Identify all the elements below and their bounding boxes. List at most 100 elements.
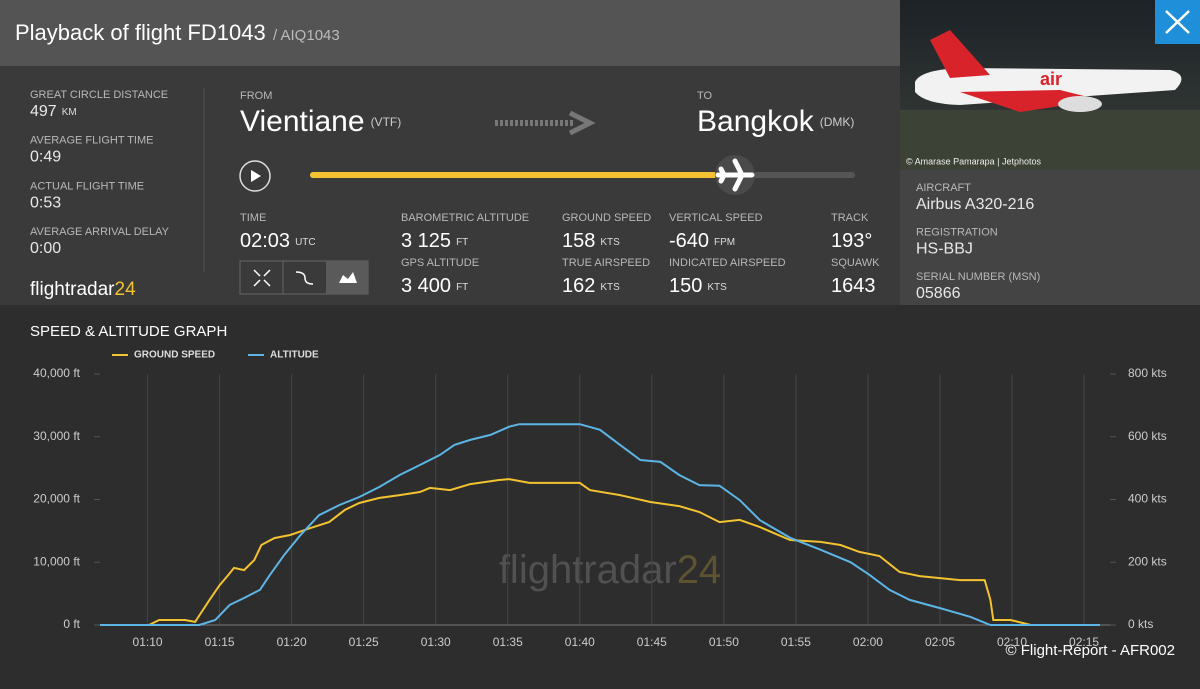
value-text: 3 400 (401, 275, 451, 297)
legend-label: GROUND SPEED (134, 350, 215, 361)
data-label: TIME (240, 212, 266, 224)
y-tick-label: 0 ft (63, 617, 80, 631)
value: 3 125 FT (401, 230, 468, 252)
value: 497 KM (30, 103, 77, 120)
aircraft-value: Airbus A320-216 (916, 196, 1034, 213)
unit: KTS (600, 237, 620, 248)
y2-tick-label: 600 kts (1128, 429, 1167, 443)
unit: FPM (714, 237, 735, 248)
legend-label: ALTITUDE (270, 350, 319, 361)
footer-credit: © Flight-Report - AFR002 (1006, 642, 1175, 659)
y2-tick-label: 0 kts (1128, 617, 1153, 631)
y-tick-label: 20,000 ft (33, 492, 80, 506)
view-route[interactable] (295, 271, 314, 285)
value-text: 3 125 (401, 230, 451, 252)
value: 3 400 FT (401, 275, 468, 297)
x-tick-label: 01:40 (565, 635, 595, 649)
value: 150 KTS (669, 275, 727, 297)
data-label: TRACK (831, 212, 869, 224)
play-button[interactable] (239, 160, 271, 192)
code: (VTF) (371, 115, 402, 129)
photo-credit: © Amarase Pamarapa | Jetphotos (906, 156, 1042, 166)
y-tick-label: 30,000 ft (33, 429, 80, 443)
x-tick-label: 01:20 (277, 635, 307, 649)
logo: flightradar24 (30, 279, 136, 300)
header-subtitle: / AIQ1043 (273, 27, 340, 44)
watermark-name: flightradar (499, 548, 677, 592)
value-text: 0:49 (30, 149, 61, 166)
value-text: 0:53 (30, 195, 61, 212)
value-text: 162 (562, 275, 595, 297)
y2-tick-label: 800 kts (1128, 366, 1167, 380)
x-tick-label: 01:35 (493, 635, 523, 649)
code: (DMK) (820, 115, 855, 129)
progress-fill (310, 172, 735, 178)
svg-text:air: air (1040, 69, 1062, 89)
x-tick-label: 01:55 (781, 635, 811, 649)
data-label: SQUAWK (831, 257, 880, 269)
data-label: TRUE AIRSPEED (562, 257, 650, 269)
watermark-suffix: 24 (677, 548, 722, 592)
aircraft-label: SERIAL NUMBER (MSN) (916, 271, 1040, 283)
value-text: 0:00 (30, 240, 61, 257)
value-text: 158 (562, 230, 595, 252)
logo-suffix: 24 (115, 279, 137, 300)
to-city: Bangkok (DMK) (697, 105, 854, 138)
data-label: GPS ALTITUDE (401, 257, 479, 269)
to-label: TO (697, 90, 713, 102)
value-text: -640 (669, 230, 709, 252)
value: 158 KTS (562, 230, 620, 252)
view-buttons (239, 260, 369, 295)
aircraft-label: REGISTRATION (916, 226, 998, 238)
x-tick-label: 01:50 (709, 635, 739, 649)
data-label: VERTICAL SPEED (669, 212, 763, 224)
x-tick-label: 01:30 (421, 635, 451, 649)
logo-name: flightradar (30, 279, 115, 300)
y2-tick-label: 200 kts (1128, 554, 1167, 568)
x-tick-label: 01:10 (133, 635, 163, 649)
y-tick-label: 40,000 ft (33, 366, 80, 380)
unit: KTS (707, 282, 727, 293)
data-label: GROUND SPEED (562, 212, 651, 224)
summary-label: GREAT CIRCLE DISTANCE (30, 89, 168, 101)
x-tick-label: 01:25 (349, 635, 379, 649)
value-text: 193° (831, 230, 872, 252)
unit: FT (456, 237, 468, 248)
value: 0:53 (30, 195, 61, 212)
chart-title: SPEED & ALTITUDE GRAPH (30, 323, 227, 340)
unit: KM (62, 107, 77, 118)
watermark: flightradar24 (499, 548, 721, 592)
unit: FT (456, 282, 468, 293)
plane-icon (715, 158, 755, 192)
x-tick-label: 01:45 (637, 635, 667, 649)
value-text: 497 (30, 103, 57, 120)
aircraft-photo: air © Amarase Pamarapa | Jetphotos (900, 0, 1200, 170)
value: 162 KTS (562, 275, 620, 297)
value: 02:03 UTC (240, 230, 316, 252)
x-tick-label: 02:10 (997, 635, 1027, 649)
view-graph[interactable] (326, 261, 368, 294)
aircraft-value: HS-BBJ (916, 241, 973, 258)
value-text: 150 (669, 275, 702, 297)
city: Vientiane (240, 105, 365, 138)
series-line (100, 478, 1100, 626)
y-tick-label: 10,000 ft (33, 554, 80, 568)
aircraft-value: 05866 (916, 285, 961, 302)
x-tick-label: 01:15 (205, 635, 235, 649)
from-label: FROM (240, 90, 272, 102)
value: 0:00 (30, 240, 61, 257)
value-text: 1643 (831, 275, 876, 297)
data-label: BAROMETRIC ALTITUDE (401, 212, 529, 224)
y2-tick-label: 400 kts (1128, 492, 1167, 506)
close-button[interactable] (1155, 0, 1200, 44)
series-line (100, 423, 1100, 626)
x-tick-label: 02:15 (1069, 635, 1099, 649)
data-label: INDICATED AIRSPEED (669, 257, 786, 269)
value-text: 02:03 (240, 230, 290, 252)
x-tick-label: 02:05 (925, 635, 955, 649)
from-city: Vientiane (VTF) (240, 105, 401, 138)
route-arrow-head (568, 110, 596, 136)
value: 1643 (831, 275, 876, 297)
view-collapse[interactable] (253, 269, 271, 287)
